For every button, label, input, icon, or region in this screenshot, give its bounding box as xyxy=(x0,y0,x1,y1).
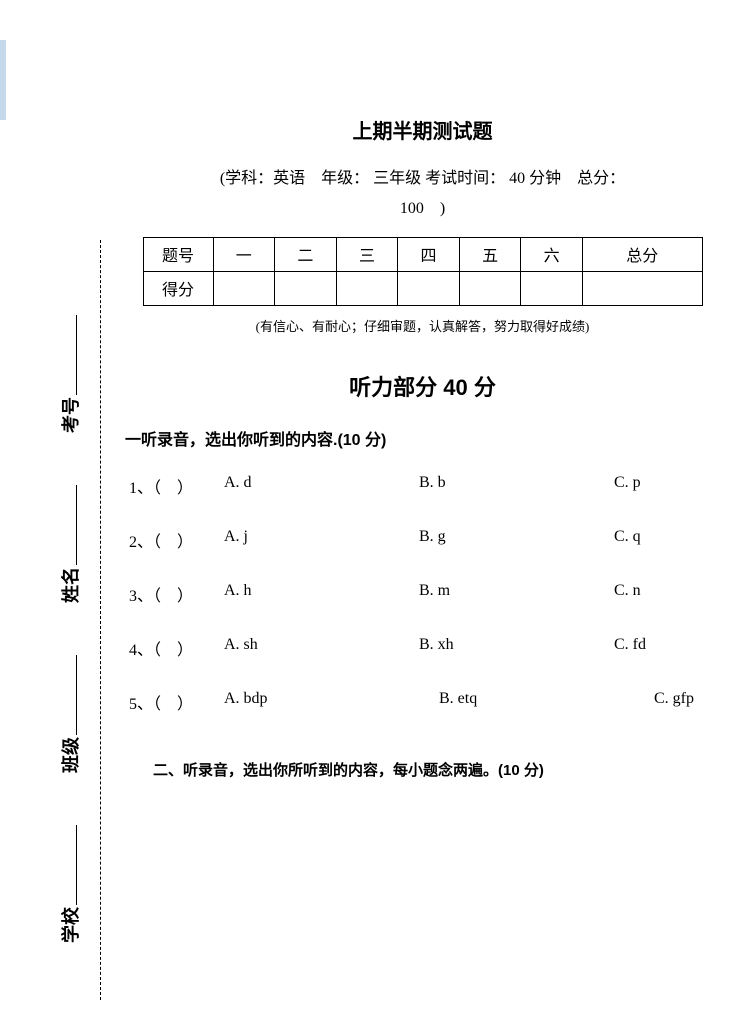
th-1: 一 xyxy=(213,237,275,271)
q-option-b: B. etq xyxy=(439,690,654,714)
question-row: 3、（ ） A. h B. m C. n xyxy=(125,582,720,606)
q-option-a: A. d xyxy=(224,474,419,498)
examno-underline xyxy=(63,315,77,395)
content-area: 上期半期测试题 (学科：英语 年级： 三年级 考试时间： 40 分钟 总分： 1… xyxy=(125,0,720,780)
th-2: 二 xyxy=(275,237,337,271)
q-option-c: C. q xyxy=(614,528,720,552)
subtitle-line1: (学科：英语 年级： 三年级 考试时间： 40 分钟 总分： xyxy=(220,170,625,187)
th-3: 三 xyxy=(336,237,398,271)
name-underline xyxy=(63,485,77,565)
q-option-c: C. p xyxy=(614,474,720,498)
q-option-b: B. m xyxy=(419,582,614,606)
q-option-a: A. h xyxy=(224,582,419,606)
q-option-c: C. n xyxy=(614,582,720,606)
question-row: 4、（ ） A. sh B. xh C. fd xyxy=(125,636,720,660)
td-empty xyxy=(521,271,583,305)
q-num: 3、（ ） xyxy=(129,582,224,606)
q-option-a: A. sh xyxy=(224,636,419,660)
binding-examno-label: 考号 xyxy=(57,313,83,433)
q-option-c: C. fd xyxy=(614,636,720,660)
binding-class-label: 班级 xyxy=(57,653,83,773)
q-option-b: B. g xyxy=(419,528,614,552)
td-empty xyxy=(213,271,275,305)
td-score-label: 得分 xyxy=(143,271,213,305)
subtitle: (学科：英语 年级： 三年级 考试时间： 40 分钟 总分： 100 ) xyxy=(125,164,720,225)
th-total: 总分 xyxy=(582,237,702,271)
table-row: 题号 一 二 三 四 五 六 总分 xyxy=(143,237,702,271)
examno-text: 考号 xyxy=(57,397,83,433)
table-row: 得分 xyxy=(143,271,702,305)
q-option-b: B. xh xyxy=(419,636,614,660)
th-5: 五 xyxy=(459,237,521,271)
school-text: 学校 xyxy=(57,907,83,943)
name-text: 姓名 xyxy=(57,567,83,603)
question-row: 1、（ ） A. d B. b C. p xyxy=(125,474,720,498)
q-option-b: B. b xyxy=(419,474,614,498)
q-num: 5、（ ） xyxy=(129,690,224,714)
class-text: 班级 xyxy=(57,737,83,773)
subtitle-line2: 100 ) xyxy=(400,200,445,217)
question-row: 2、（ ） A. j B. g C. q xyxy=(125,528,720,552)
listening-section-title: 听力部分 40 分 xyxy=(125,370,720,402)
binding-school-label: 学校 xyxy=(57,823,83,943)
score-table: 题号 一 二 三 四 五 六 总分 得分 xyxy=(143,237,703,306)
exam-page: 学校 班级 姓名 考号 上期半期测试题 (学科：英语 年级： 三年级 考试时间：… xyxy=(0,0,744,1032)
q-num: 4、（ ） xyxy=(129,636,224,660)
binding-area: 学校 班级 姓名 考号 xyxy=(40,0,100,1032)
q-option-c: C. gfp xyxy=(654,690,720,714)
encourage-text: (有信心、有耐心；仔细审题，认真解答，努力取得好成绩) xyxy=(125,316,720,335)
q-option-a: A. bdp xyxy=(224,690,439,714)
left-accent-bar xyxy=(0,40,6,120)
td-empty xyxy=(398,271,460,305)
q-num: 2、（ ） xyxy=(129,528,224,552)
school-underline xyxy=(63,825,77,905)
binding-dash-line xyxy=(100,240,101,1000)
part2-title: 二、听录音，选出你所听到的内容，每小题念两遍。(10 分) xyxy=(125,759,720,780)
td-empty xyxy=(336,271,398,305)
th-4: 四 xyxy=(398,237,460,271)
th-6: 六 xyxy=(521,237,583,271)
part1-title: 一听录音，选出你听到的内容.(10 分) xyxy=(125,426,720,450)
question-row: 5、（ ） A. bdp B. etq C. gfp xyxy=(125,690,720,714)
td-empty xyxy=(275,271,337,305)
th-num: 题号 xyxy=(143,237,213,271)
class-underline xyxy=(63,655,77,735)
q-option-a: A. j xyxy=(224,528,419,552)
page-title: 上期半期测试题 xyxy=(125,115,720,144)
td-empty xyxy=(459,271,521,305)
q-num: 1、（ ） xyxy=(129,474,224,498)
binding-name-label: 姓名 xyxy=(57,483,83,603)
td-empty xyxy=(582,271,702,305)
